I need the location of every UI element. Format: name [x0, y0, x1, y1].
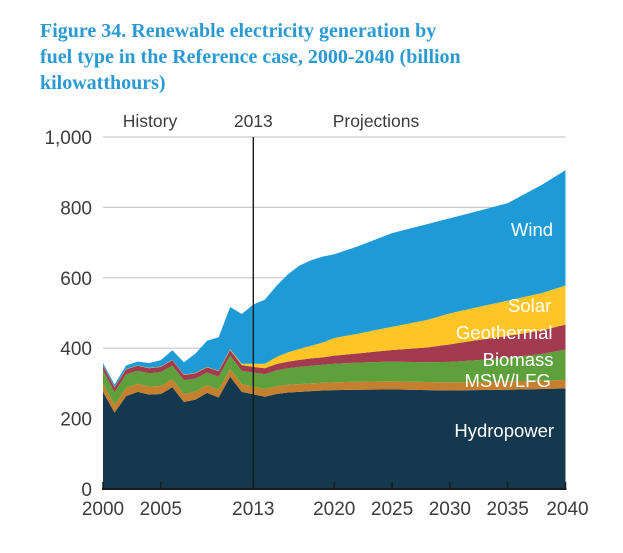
series-label-msw-lfg: MSW/LFG — [465, 370, 551, 391]
y-tick-label-800: 800 — [60, 198, 92, 219]
x-tick-label-2025: 2025 — [371, 499, 413, 520]
series-label-hydropower: Hydropower — [454, 420, 554, 441]
x-tick-label-2000: 2000 — [82, 499, 124, 520]
y-tick-label-0: 0 — [81, 480, 92, 501]
y-tick-label-200: 200 — [60, 410, 92, 431]
x-tick-label-2013: 2013 — [232, 499, 274, 520]
y-tick-label-400: 400 — [60, 339, 92, 360]
x-tick-label-2030: 2030 — [429, 499, 471, 520]
area-hydropower — [103, 376, 566, 489]
figure-title: Figure 34. Renewable electricity generat… — [40, 20, 461, 94]
area-wind — [103, 170, 566, 387]
y-tick-label-600: 600 — [60, 269, 92, 290]
series-label-wind: Wind — [511, 219, 553, 240]
x-tick-label-2020: 2020 — [313, 499, 355, 520]
area-biomass — [103, 349, 566, 405]
x-tick-label-2035: 2035 — [487, 499, 529, 520]
area-geothermal — [103, 324, 566, 393]
area-solar — [103, 285, 566, 388]
series-label-biomass: Biomass — [483, 349, 554, 370]
series-label-geothermal: Geothermal — [456, 322, 553, 343]
y-tick-label-1000: 1,000 — [44, 128, 92, 149]
series-label-solar: Solar — [508, 295, 551, 316]
divider-year-label: 2013 — [234, 111, 273, 131]
history-label: History — [123, 111, 178, 131]
projections-label: Projections — [333, 111, 420, 131]
x-tick-label-2040: 2040 — [546, 499, 588, 520]
x-tick-label-2005: 2005 — [140, 499, 182, 520]
